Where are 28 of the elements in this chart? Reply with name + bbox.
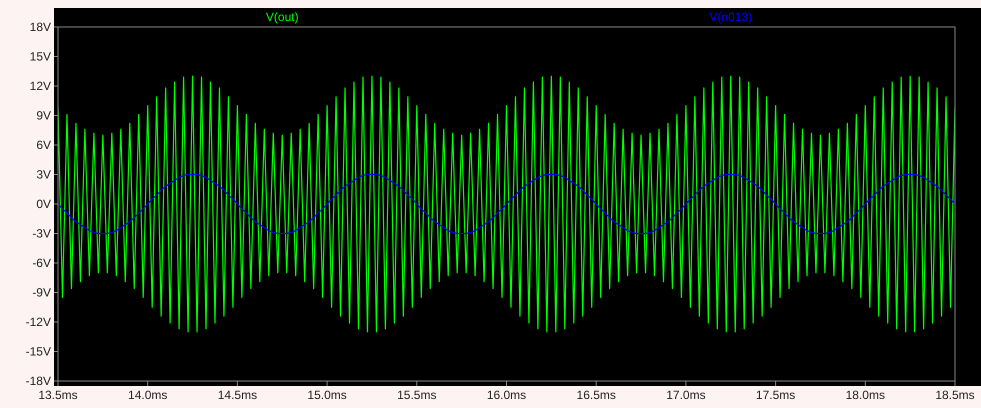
y-tick-label: -18V [26,374,51,388]
y-tick-label: -6V [32,256,51,270]
y-tick-label: -12V [26,315,51,330]
x-tick-label: 15.5ms [397,388,436,402]
y-tick-label: 15V [30,50,51,64]
line-series [58,76,955,332]
y-tick-label: -15V [26,344,51,359]
x-tick-label: 16.5ms [576,388,616,402]
x-tick-label: 17.0ms [666,388,706,402]
y-tick-label: 6V [36,138,51,152]
y-tick-label: 18V [30,20,51,34]
x-tick-label: 16.0ms [486,388,526,402]
y-tick-label: -3V [32,226,51,241]
y-tick-label: 0V [36,197,51,212]
y-tick-label: 12V [30,79,51,94]
y-tick-label: -9V [32,286,51,300]
x-tick-label: 15.0ms [307,388,347,402]
y-tick-label: 3V [36,168,51,182]
x-tick-label: 18.5ms [935,388,975,402]
line-series [58,174,955,234]
x-tick-label: 13.5ms [38,388,78,402]
x-tick-label: 18.0ms [846,388,885,402]
x-tick-label: 17.5ms [756,388,796,402]
x-tick-label: 14.0ms [128,388,168,402]
text: V(out) [266,10,299,24]
x-tick-label: 14.5ms [218,388,258,402]
text: V(n013) [709,10,752,24]
y-tick-label: 9V [36,108,51,123]
